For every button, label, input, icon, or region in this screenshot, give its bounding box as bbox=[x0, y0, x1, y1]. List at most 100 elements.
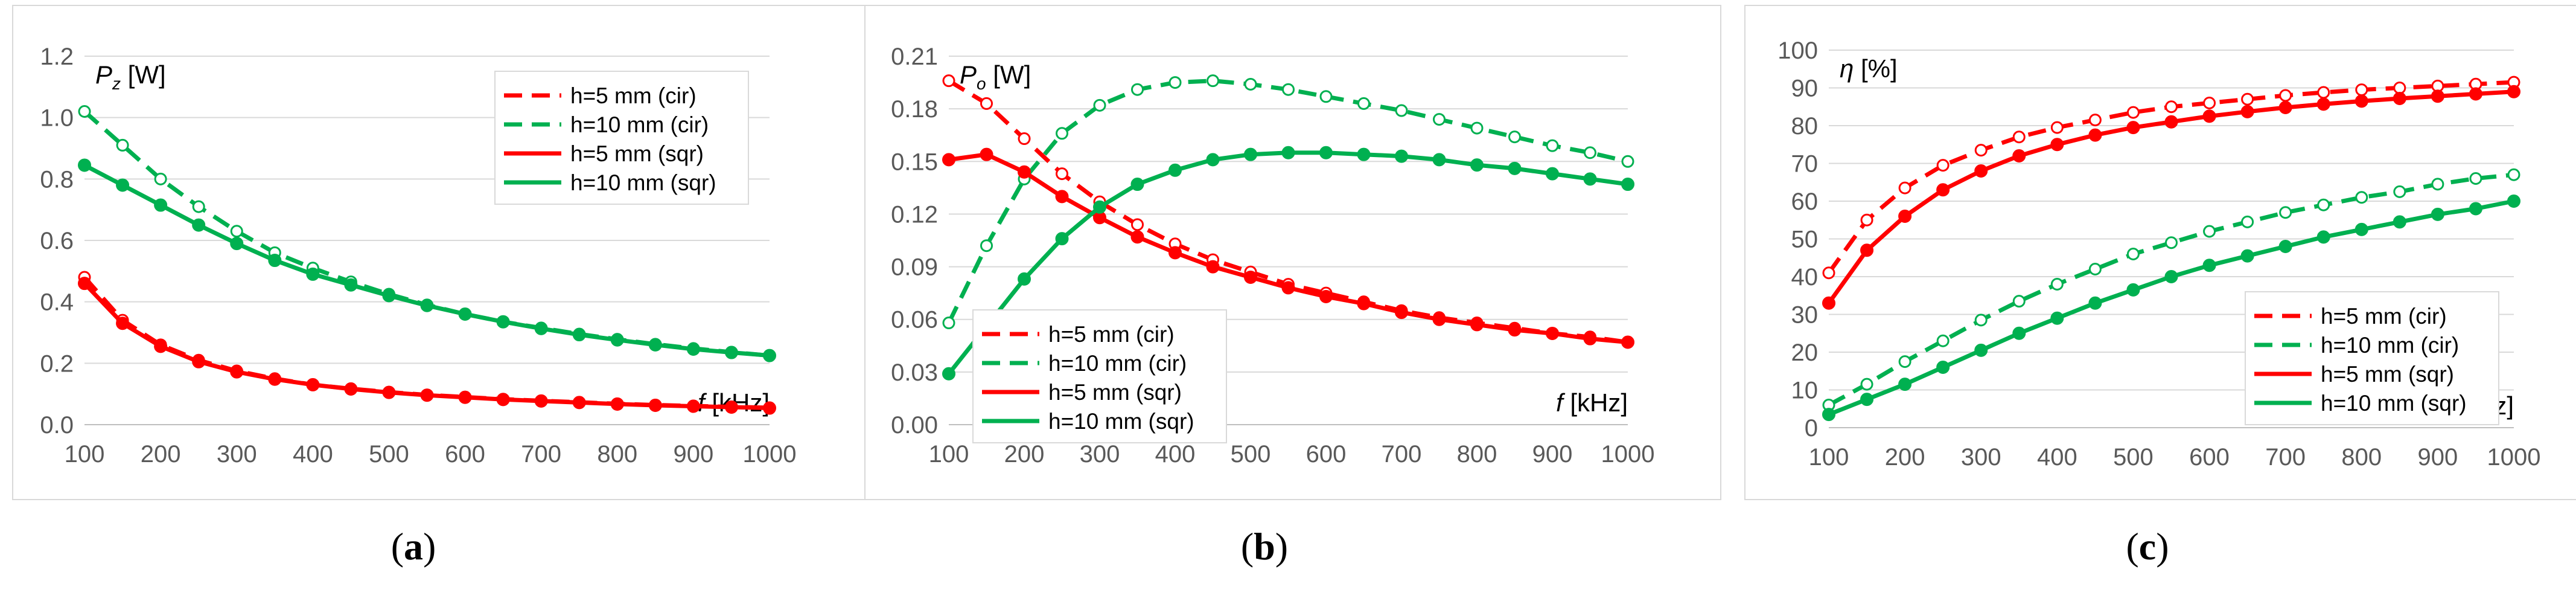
x-tick-label: 500 bbox=[1231, 441, 1271, 468]
data-point bbox=[1395, 306, 1408, 320]
x-tick-label: 400 bbox=[1155, 441, 1196, 468]
data-point bbox=[1018, 272, 1031, 286]
x-axis-label: f [kHz] bbox=[1556, 388, 1628, 417]
data-point bbox=[1244, 271, 1257, 284]
data-point bbox=[1432, 153, 1446, 167]
chart-panel-c: 0 10 20 30 40 50 60 70 80 90 100 100 200 300 400 500 600… bbox=[1744, 5, 2576, 500]
data-point bbox=[1206, 260, 1220, 274]
data-point bbox=[2469, 202, 2482, 216]
data-point bbox=[1018, 165, 1031, 179]
caption-c: (c) bbox=[2126, 525, 2169, 568]
data-point bbox=[1822, 266, 1835, 280]
x-tick-label: 1000 bbox=[2487, 444, 2541, 471]
y-tick-label: 10 bbox=[1791, 378, 1819, 404]
x-axis-label: f [kHz] bbox=[698, 388, 770, 417]
legend-entry: h=10 mm (sqr) bbox=[1048, 409, 1194, 434]
data-point bbox=[648, 398, 662, 412]
data-point bbox=[2126, 248, 2140, 260]
y-tick-label: 0.6 bbox=[40, 228, 74, 254]
data-point bbox=[942, 153, 955, 167]
x-tick-label: 300 bbox=[1080, 441, 1120, 468]
y-tick-label: 0.4 bbox=[40, 289, 74, 316]
data-point bbox=[1432, 312, 1446, 326]
data-point bbox=[2050, 311, 2064, 325]
data-point bbox=[2164, 115, 2178, 129]
data-point bbox=[1860, 213, 1873, 227]
data-point bbox=[2241, 92, 2254, 106]
x-tick-label: 900 bbox=[1532, 441, 1573, 468]
data-point bbox=[1584, 146, 1596, 159]
data-point bbox=[2431, 89, 2444, 103]
data-point bbox=[458, 390, 472, 404]
data-point bbox=[2316, 230, 2330, 244]
y-axis-unit: [W] bbox=[986, 60, 1031, 89]
data-point bbox=[382, 385, 396, 399]
data-point bbox=[2317, 86, 2330, 99]
y-tick-label: 0 bbox=[1805, 415, 1818, 442]
data-point bbox=[1936, 361, 1950, 374]
data-point bbox=[2202, 259, 2216, 272]
y-tick-label: 80 bbox=[1791, 113, 1819, 140]
data-point bbox=[1508, 130, 1521, 144]
data-point bbox=[230, 225, 243, 238]
data-point bbox=[2469, 87, 2482, 101]
data-point bbox=[1508, 323, 1522, 337]
data-point bbox=[2165, 236, 2178, 249]
x-tick-label: 600 bbox=[445, 441, 485, 468]
data-point bbox=[1130, 178, 1144, 191]
legend-entry: h=5 mm (cir) bbox=[570, 83, 697, 108]
data-point bbox=[2012, 326, 2026, 340]
y-tick-label: 30 bbox=[1791, 302, 1819, 329]
data-point bbox=[2469, 172, 2482, 185]
data-point bbox=[1470, 318, 1484, 332]
data-point bbox=[344, 382, 358, 396]
data-point bbox=[420, 388, 434, 402]
data-point bbox=[1055, 190, 1069, 204]
data-point bbox=[382, 289, 396, 303]
data-point bbox=[724, 400, 738, 414]
data-point bbox=[192, 355, 206, 368]
data-point bbox=[154, 198, 168, 212]
y-tick-label: 0.06 bbox=[891, 307, 938, 333]
data-point bbox=[534, 394, 548, 408]
data-point bbox=[572, 328, 586, 342]
data-point bbox=[1282, 83, 1295, 96]
data-point bbox=[1974, 144, 1988, 157]
data-point bbox=[1168, 246, 1182, 260]
data-point bbox=[1357, 97, 1370, 110]
data-point bbox=[1206, 153, 1220, 167]
data-point bbox=[78, 277, 91, 291]
data-point bbox=[1822, 296, 1835, 310]
data-point bbox=[2354, 94, 2368, 108]
x-tick-label: 500 bbox=[369, 441, 409, 468]
data-point bbox=[2203, 225, 2216, 238]
data-point bbox=[268, 254, 282, 268]
data-point bbox=[78, 158, 91, 172]
data-point bbox=[496, 393, 510, 407]
data-point bbox=[1974, 164, 1988, 178]
y-axis-subscript: o bbox=[977, 74, 986, 93]
data-point bbox=[1357, 147, 1371, 161]
data-point bbox=[942, 367, 955, 381]
data-point bbox=[2431, 207, 2444, 221]
data-point bbox=[2278, 101, 2292, 114]
x-axis-unit: [kHz] bbox=[1563, 388, 1628, 417]
x-tick-label: 300 bbox=[217, 441, 257, 468]
x-tick-label: 500 bbox=[2113, 444, 2154, 471]
data-point bbox=[980, 147, 993, 161]
data-point bbox=[2507, 85, 2520, 98]
data-point bbox=[2279, 89, 2292, 102]
data-point bbox=[1898, 378, 1912, 391]
y-tick-label: 0.2 bbox=[40, 350, 74, 377]
data-point bbox=[1508, 161, 1522, 175]
data-point bbox=[2355, 83, 2368, 97]
data-point bbox=[1621, 178, 1634, 191]
data-point bbox=[2126, 283, 2140, 297]
data-point bbox=[116, 178, 130, 192]
caption-b: (b) bbox=[1240, 525, 1289, 568]
y-tick-label: 0.18 bbox=[891, 96, 938, 123]
chart-panel-a: 0.0 0.2 0.4 0.6 0.8 1.0 1.2 100 200 300 400 500 600 7… bbox=[12, 5, 869, 500]
legend-entry: h=5 mm (sqr) bbox=[570, 141, 704, 166]
data-point bbox=[306, 267, 320, 281]
data-point bbox=[942, 74, 955, 88]
